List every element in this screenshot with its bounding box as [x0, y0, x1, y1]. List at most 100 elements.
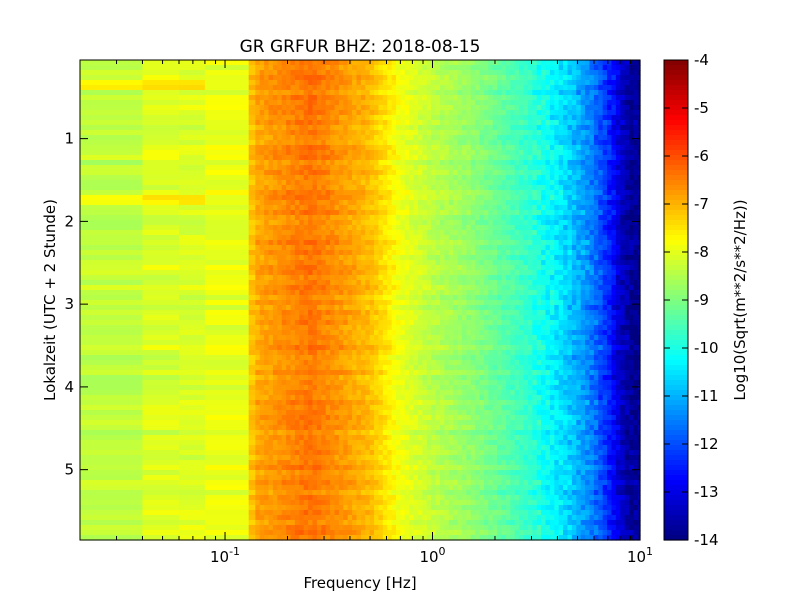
heatmap-cell: [338, 165, 344, 171]
heatmap-cell: [378, 325, 384, 331]
heatmap-cell: [514, 125, 520, 131]
heatmap-cell: [321, 120, 327, 126]
heatmap-cell: [527, 275, 533, 281]
heatmap-cell: [303, 75, 309, 81]
heatmap-cell: [611, 165, 617, 171]
heatmap-cell: [142, 145, 180, 151]
heatmap-cell: [142, 230, 180, 236]
heatmap-cell: [378, 245, 384, 251]
heatmap-cell: [448, 105, 454, 111]
heatmap-cell: [461, 65, 467, 71]
heatmap-cell: [272, 90, 278, 96]
heatmap-cell: [492, 220, 498, 226]
heatmap-cell: [453, 160, 459, 166]
heatmap-cell: [514, 85, 520, 91]
heatmap-cell: [620, 320, 626, 326]
heatmap-cell: [541, 85, 547, 91]
heatmap-cell: [316, 310, 322, 316]
heatmap-cell: [567, 280, 573, 286]
heatmap-cell: [426, 200, 432, 206]
heatmap-cell: [501, 275, 507, 281]
heatmap-cell: [479, 245, 485, 251]
heatmap-cell: [142, 210, 180, 216]
heatmap-cell: [286, 275, 292, 281]
heatmap-cell: [492, 165, 498, 171]
heatmap-cell: [549, 310, 555, 316]
heatmap-cell: [440, 105, 445, 111]
heatmap-cell: [563, 135, 569, 141]
heatmap-cell: [272, 240, 278, 246]
heatmap-cell: [426, 105, 432, 111]
heatmap-cell: [510, 115, 516, 121]
heatmap-cell: [435, 310, 441, 316]
heatmap-cell: [204, 115, 250, 121]
heatmap-cell: [308, 325, 314, 331]
heatmap-cell: [629, 120, 635, 126]
heatmap-cell: [567, 230, 573, 236]
heatmap-cell: [440, 75, 445, 81]
heatmap-cell: [308, 110, 314, 116]
heatmap-cell: [369, 130, 375, 136]
heatmap-cell: [179, 255, 206, 261]
heatmap-cell: [470, 125, 476, 131]
heatmap-cell: [563, 170, 569, 176]
heatmap-cell: [589, 160, 595, 166]
heatmap-cell: [255, 200, 261, 206]
heatmap-cell: [268, 290, 274, 296]
heatmap-cell: [330, 325, 336, 331]
heatmap-cell: [492, 235, 498, 241]
heatmap-cell: [294, 300, 300, 306]
heatmap-cell: [80, 200, 144, 206]
heatmap-cell: [316, 265, 322, 271]
heatmap-cell: [492, 240, 498, 246]
heatmap-cell: [558, 70, 564, 76]
heatmap-cell: [338, 285, 344, 291]
heatmap-cell: [286, 210, 292, 216]
heatmap-cell: [532, 305, 538, 311]
heatmap-cell: [541, 190, 547, 196]
heatmap-cell: [248, 145, 256, 151]
heatmap-cell: [567, 105, 573, 111]
heatmap-cell: [404, 125, 410, 131]
heatmap-cell: [338, 95, 344, 101]
heatmap-cell: [347, 115, 353, 121]
heatmap-cell: [541, 140, 547, 146]
heatmap-cell: [514, 275, 520, 281]
heatmap-cell: [431, 315, 437, 321]
heatmap-cell: [505, 325, 511, 331]
heatmap-cell: [431, 245, 437, 251]
heatmap-cell: [576, 100, 582, 106]
heatmap-cell: [545, 305, 551, 311]
heatmap-cell: [264, 205, 270, 211]
heatmap-cell: [536, 320, 542, 326]
heatmap-cell: [598, 125, 604, 131]
heatmap-cell: [431, 100, 437, 106]
heatmap-cell: [387, 85, 393, 91]
heatmap-cell: [523, 145, 529, 151]
heatmap-cell: [492, 315, 498, 321]
heatmap-cell: [272, 165, 278, 171]
heatmap-cell: [418, 65, 424, 71]
heatmap-cell: [316, 250, 322, 256]
heatmap-cell: [426, 225, 432, 231]
heatmap-cell: [400, 85, 406, 91]
heatmap-cell: [374, 260, 380, 266]
heatmap-cell: [316, 325, 322, 331]
heatmap-cell: [426, 310, 432, 316]
heatmap-cell: [479, 240, 485, 246]
heatmap-cell: [272, 230, 278, 236]
heatmap-cell: [479, 300, 485, 306]
heatmap-cell: [343, 90, 349, 96]
heatmap-cell: [204, 180, 250, 186]
heatmap-cell: [519, 255, 525, 261]
heatmap-cell: [523, 290, 529, 296]
heatmap-cell: [497, 245, 503, 251]
heatmap-cell: [633, 235, 639, 241]
heatmap-cell: [514, 305, 520, 311]
heatmap-cell: [541, 125, 547, 131]
heatmap-cell: [514, 255, 520, 261]
heatmap-cell: [272, 210, 278, 216]
heatmap-cell: [466, 110, 472, 116]
heatmap-cell: [629, 145, 635, 151]
heatmap-cell: [501, 125, 507, 131]
